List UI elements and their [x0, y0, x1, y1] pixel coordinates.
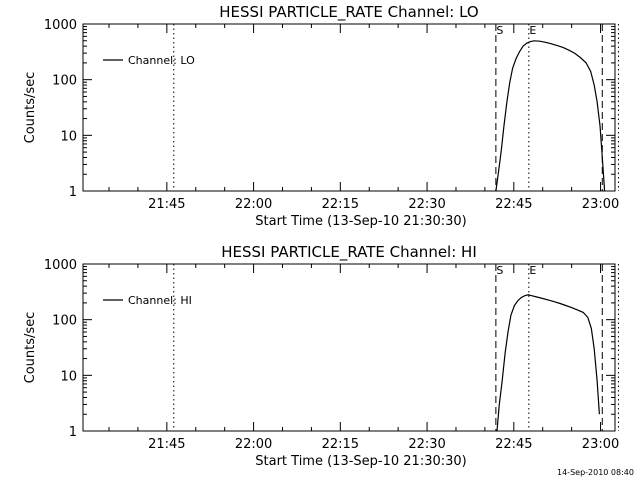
legend-label: Channel: LO	[128, 54, 195, 67]
x-axis-label: Start Time (13-Sep-10 21:30:30)	[255, 454, 466, 469]
chart-title: HESSI PARTICLE_RATE Channel: HI	[221, 243, 477, 262]
y-tick-label: 100	[52, 74, 77, 89]
y-tick-label: 1000	[44, 18, 77, 33]
chart-title: HESSI PARTICLE_RATE Channel: LO	[219, 3, 478, 22]
x-tick-label: 22:15	[322, 437, 359, 452]
x-tick-label: 21:45	[148, 197, 185, 212]
x-tick-label: 22:00	[235, 437, 272, 452]
x-tick-label: 21:45	[148, 437, 185, 452]
x-tick-label: 22:30	[408, 197, 445, 212]
x-tick-label: 22:15	[322, 197, 359, 212]
data-series-line	[496, 294, 600, 432]
y-axis-label: Counts/sec	[23, 312, 38, 384]
y-tick-label: 1	[69, 425, 77, 440]
x-tick-label: 22:30	[408, 437, 445, 452]
plot-frame	[82, 23, 616, 192]
data-series-line	[495, 40, 606, 192]
y-tick-label: 1	[69, 185, 77, 200]
x-tick-label: 22:45	[495, 437, 532, 452]
plot-frame	[82, 263, 616, 432]
time-marker-label: E	[529, 24, 536, 37]
y-tick-label: 100	[52, 314, 77, 329]
plot-timestamp: 14-Sep-2010 08:40	[557, 468, 634, 477]
y-tick-label: 10	[60, 369, 77, 384]
time-marker-label: E	[529, 264, 536, 277]
x-tick-label: 22:00	[235, 197, 272, 212]
x-tick-label: 23:00	[582, 197, 619, 212]
y-tick-label: 10	[60, 129, 77, 144]
legend-label: Channel: HI	[128, 294, 192, 307]
time-marker-label: S	[496, 24, 503, 37]
x-tick-label: 22:45	[495, 197, 532, 212]
x-axis-label: Start Time (13-Sep-10 21:30:30)	[255, 214, 466, 229]
y-axis-label: Counts/sec	[23, 72, 38, 144]
x-tick-label: 23:00	[582, 437, 619, 452]
y-tick-label: 1000	[44, 258, 77, 273]
time-marker-label: S	[496, 264, 503, 277]
